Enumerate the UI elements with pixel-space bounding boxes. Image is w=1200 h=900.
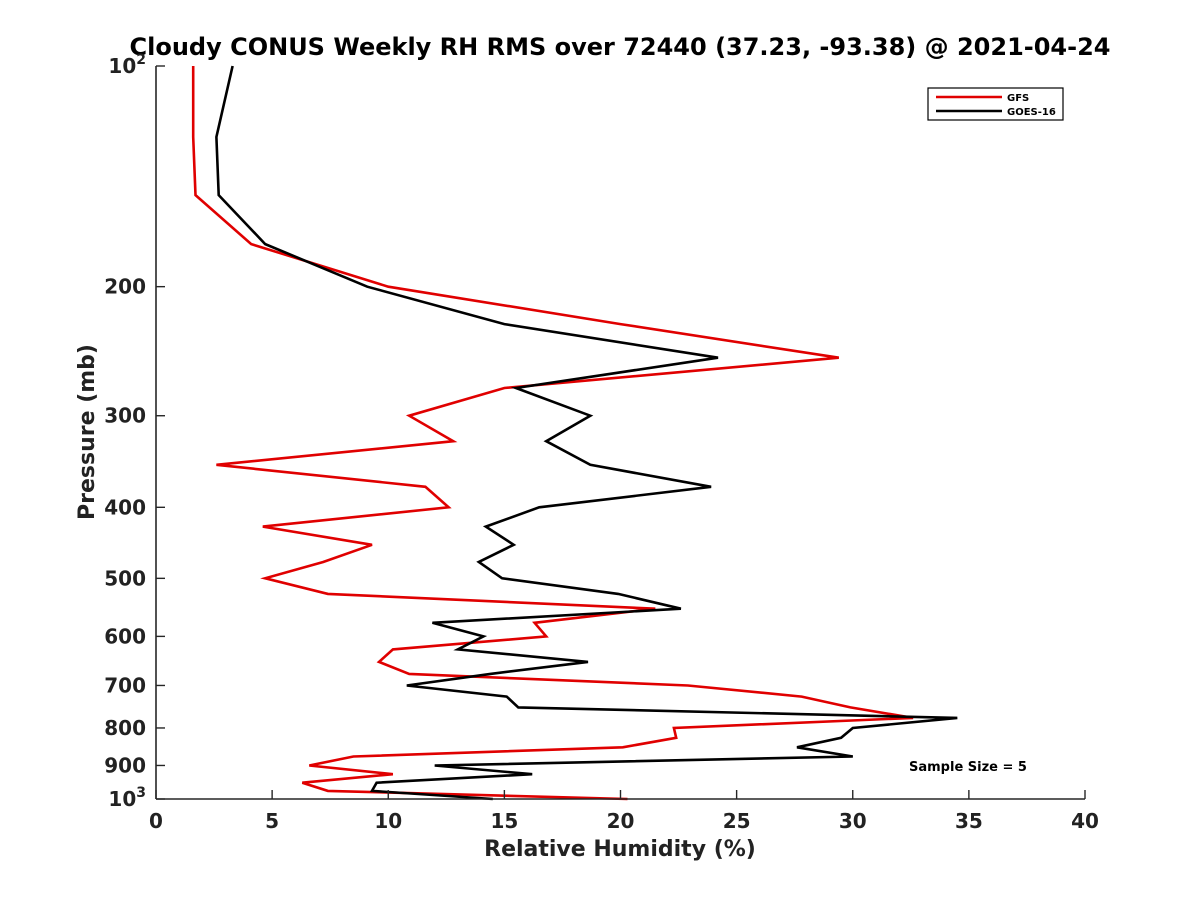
x-tick-label: 0 [149, 809, 163, 833]
y-tick-label: 103 [108, 785, 146, 811]
chart-title: Cloudy CONUS Weekly RH RMS over 72440 (3… [130, 33, 1111, 61]
y-tick-label: 400 [104, 495, 146, 519]
series-line-goes16 [215, 65, 958, 801]
y-tick-label: 800 [104, 716, 146, 740]
x-tick-label: 20 [607, 809, 635, 833]
x-tick-label: 5 [265, 809, 279, 833]
y-tick-label: 102 [108, 52, 146, 78]
y-tick-label: 900 [104, 753, 146, 777]
x-tick-label: 40 [1071, 809, 1099, 833]
y-tick-label: 600 [104, 624, 146, 648]
series-group [191, 65, 958, 801]
x-tick-label: 35 [955, 809, 983, 833]
legend-label-gfs: GFS [1007, 93, 1029, 104]
legend: GFS GOES-16 [927, 87, 1064, 121]
y-tick-label: 200 [104, 275, 146, 299]
sample-size-annotation: Sample Size = 5 [909, 760, 1027, 775]
ticks-group: 0 5 10 15 20 25 30 35 40 102 200 300 400 500 600 700 800… [104, 52, 1099, 833]
x-tick-label: 15 [490, 809, 518, 833]
y-tick-label: 300 [104, 404, 146, 428]
y-tick-label: 700 [104, 673, 146, 697]
legend-box [927, 87, 1064, 121]
x-tick-label: 10 [374, 809, 402, 833]
legend-label-goes16: GOES-16 [1007, 107, 1056, 118]
y-axis-label: Pressure (mb) [75, 344, 100, 520]
series-line-gfs [191, 66, 914, 801]
x-tick-label: 25 [723, 809, 751, 833]
y-tick-label: 500 [104, 566, 146, 590]
x-axis-label: Relative Humidity (%) [484, 837, 756, 862]
x-tick-label: 30 [839, 809, 867, 833]
